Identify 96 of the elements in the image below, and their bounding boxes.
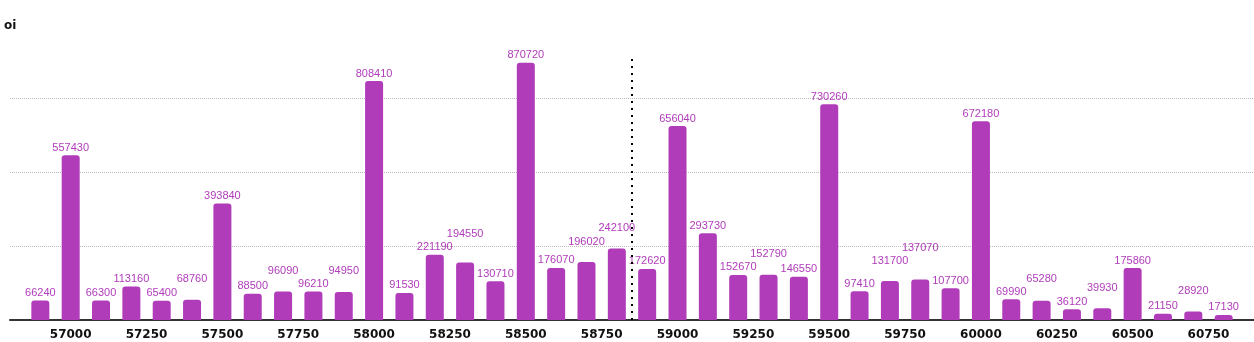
bar [486, 281, 505, 320]
data-label: 66300 [85, 285, 117, 298]
bar [789, 276, 808, 320]
data-label: 17130 [1208, 300, 1239, 313]
data-label: 28920 [1178, 283, 1209, 296]
data-label: 221190 [416, 240, 453, 253]
bar [1123, 268, 1142, 320]
bar [61, 155, 80, 320]
data-label: 96210 [298, 277, 329, 290]
x-tick-label: 58750 [580, 327, 623, 341]
x-tick-label: 60750 [1187, 327, 1230, 341]
bar [880, 281, 899, 320]
bar [152, 300, 171, 320]
x-tick-label: 59250 [732, 327, 775, 341]
data-label: 293730 [689, 218, 727, 231]
x-tick-label: 57250 [125, 327, 168, 341]
y-axis-title: oi [4, 18, 17, 32]
bar [1184, 311, 1203, 320]
bar [456, 262, 475, 320]
data-label: 152670 [719, 260, 757, 273]
x-tick-label: 60000 [960, 327, 1002, 341]
data-label: 107700 [932, 273, 969, 286]
bar [577, 262, 596, 320]
data-label: 130710 [477, 266, 514, 279]
data-label: 21150 [1148, 299, 1178, 312]
bar [820, 104, 839, 320]
data-label: 196020 [568, 234, 605, 247]
bar [31, 300, 50, 320]
x-tick-label: 60500 [1111, 327, 1154, 341]
data-label: 66240 [25, 285, 56, 298]
bar [850, 291, 869, 320]
bar [122, 286, 141, 320]
data-label: 656040 [659, 111, 696, 124]
data-label: 557430 [52, 140, 90, 153]
data-label: 730260 [810, 89, 848, 102]
x-tick-label: 58250 [429, 327, 471, 341]
bar [274, 291, 293, 320]
bar [395, 292, 414, 320]
data-label: 69990 [995, 284, 1027, 297]
bar [547, 267, 566, 320]
bar [971, 121, 990, 320]
x-tick-label: 57000 [49, 327, 92, 341]
bar [334, 291, 353, 320]
data-label: 113160 [113, 272, 150, 285]
data-label: 172620 [628, 254, 666, 267]
data-label: 97410 [844, 276, 875, 289]
data-label: 242100 [598, 220, 636, 233]
data-label: 194550 [446, 227, 484, 240]
x-tick-label: 58500 [504, 327, 547, 341]
bar [1062, 309, 1081, 320]
bar [911, 279, 930, 320]
x-tick-label: 60250 [1035, 327, 1078, 341]
data-label: 175860 [1114, 253, 1151, 266]
data-label: 146550 [780, 262, 818, 275]
bar [638, 268, 657, 320]
bar [183, 299, 202, 320]
x-tick-label: 59500 [808, 327, 851, 341]
data-label: 91530 [389, 278, 420, 291]
x-tick-label: 59000 [656, 327, 699, 341]
bar [425, 254, 444, 320]
bar [759, 274, 778, 320]
bar [365, 81, 384, 320]
bar [941, 288, 960, 320]
bar [213, 203, 232, 320]
x-tick-label: 57750 [277, 327, 320, 341]
data-label: 808410 [355, 66, 393, 79]
x-tick-label: 57500 [201, 327, 244, 341]
data-label: 68760 [176, 272, 208, 285]
data-label: 36120 [1056, 294, 1088, 307]
bar [668, 126, 687, 320]
bar [607, 248, 626, 320]
bar [516, 62, 535, 320]
bar [1153, 313, 1172, 320]
bar [304, 291, 323, 320]
bar [1093, 308, 1112, 320]
bar [698, 233, 717, 320]
bar [243, 293, 262, 320]
data-label: 393840 [204, 189, 241, 202]
bar [1002, 299, 1021, 320]
x-tick-label: 58000 [353, 327, 395, 341]
bar [92, 300, 111, 320]
data-label: 152790 [750, 247, 787, 260]
bar [729, 274, 748, 320]
x-tick-label: 59750 [884, 327, 926, 341]
data-label: 94950 [328, 264, 360, 277]
data-label: 96090 [267, 264, 299, 277]
data-label: 137070 [901, 240, 939, 253]
data-label: 39930 [1087, 280, 1118, 293]
data-label: 65280 [1026, 271, 1057, 284]
data-label: 65400 [146, 286, 177, 299]
data-label: 88500 [237, 279, 269, 292]
data-label: 131700 [871, 253, 909, 266]
data-label: 672180 [962, 106, 1000, 119]
data-label: 870720 [507, 48, 545, 61]
bar [1032, 300, 1051, 320]
data-label: 176070 [537, 253, 575, 266]
